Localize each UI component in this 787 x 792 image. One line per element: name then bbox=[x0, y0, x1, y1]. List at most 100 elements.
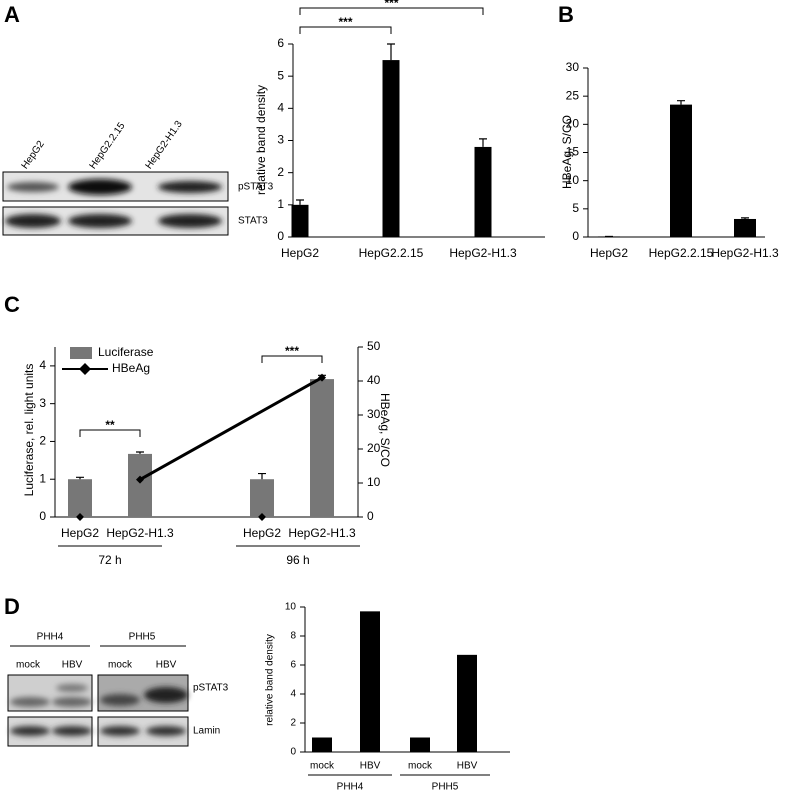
x-tick-label: mock bbox=[310, 761, 335, 772]
group-label: 96 h bbox=[286, 553, 309, 567]
x-tick-label: HepG2-H1.3 bbox=[449, 246, 517, 260]
point bbox=[76, 513, 84, 521]
y-tick-label: 5 bbox=[277, 68, 284, 82]
bar bbox=[68, 479, 92, 517]
error-bar bbox=[677, 100, 685, 105]
y2-tick-label: 30 bbox=[367, 407, 381, 421]
band bbox=[100, 726, 140, 736]
x-tick-label: HepG2 bbox=[590, 246, 628, 260]
lane-label: HepG2 bbox=[20, 139, 47, 172]
y-tick-label: 2 bbox=[39, 434, 46, 448]
error-bar bbox=[296, 199, 304, 205]
x-tick-label: HBV bbox=[360, 761, 381, 772]
group-label: PHH4 bbox=[337, 782, 364, 792]
group-label: PHH5 bbox=[129, 632, 156, 643]
y2-tick-label: 20 bbox=[367, 441, 381, 455]
y-tick-label: 0 bbox=[572, 229, 579, 243]
y-tick-label: 10 bbox=[566, 173, 580, 187]
y-tick-label: 15 bbox=[566, 145, 580, 159]
y2-tick-label: 0 bbox=[367, 509, 374, 523]
band bbox=[100, 694, 140, 706]
y-tick-label: 1 bbox=[277, 197, 284, 211]
band-label: pSTAT3 bbox=[193, 683, 229, 694]
error-bar bbox=[258, 472, 266, 480]
y-tick-label: 2 bbox=[290, 718, 296, 729]
x-tick-label: HepG2.2.15 bbox=[649, 246, 714, 260]
legend-label: Luciferase bbox=[98, 345, 154, 359]
y2-tick-label: 50 bbox=[367, 339, 381, 353]
y-tick-label: 4 bbox=[277, 101, 284, 115]
bar bbox=[734, 218, 756, 237]
blot-a: HepG2 HepG2.2.15 HepG2-H1.3 pSTAT3 STAT3 bbox=[2, 119, 274, 236]
series-line bbox=[139, 376, 323, 481]
band bbox=[158, 214, 222, 228]
y-axis-label: relative band density bbox=[265, 634, 276, 726]
panel-letter: D bbox=[4, 594, 20, 619]
y-tick-label: 30 bbox=[566, 60, 580, 74]
blot-d: PHH4 mock HBV PHH5 mock HBV pSTAT3 Lamin bbox=[7, 632, 229, 747]
x-tick-label: HepG2.2.15 bbox=[359, 246, 424, 260]
y-axis-label: Luciferase, rel. light units bbox=[22, 364, 36, 497]
error-bar bbox=[76, 476, 84, 480]
y-tick-label: 4 bbox=[39, 358, 46, 372]
y2-axis-label: HBeAg, S/CO bbox=[378, 393, 392, 467]
lane-label: HepG2.2.15 bbox=[88, 120, 128, 171]
y-tick-label: 1 bbox=[39, 471, 46, 485]
lane-label: mock bbox=[108, 660, 133, 671]
y-tick-label: 5 bbox=[572, 201, 579, 215]
band bbox=[7, 182, 59, 192]
significance-label: *** bbox=[384, 0, 398, 10]
y-tick-label: 0 bbox=[277, 229, 284, 243]
significance-bracket bbox=[79, 429, 141, 437]
band-label: pSTAT3 bbox=[238, 182, 274, 193]
error-bar bbox=[387, 43, 395, 61]
y-axis-label: relative band density bbox=[254, 85, 268, 195]
y-tick-label: 6 bbox=[277, 36, 284, 50]
bar bbox=[291, 204, 309, 237]
y-axis-label: HBeAg, S/CO bbox=[560, 115, 574, 189]
legend-swatch bbox=[70, 347, 92, 359]
y-tick-label: 8 bbox=[290, 631, 296, 642]
panel-letter: A bbox=[4, 2, 20, 27]
y-tick-label: 0 bbox=[290, 747, 296, 758]
group-label: 72 h bbox=[98, 553, 121, 567]
bar bbox=[410, 737, 430, 752]
x-tick-label: HepG2-H1.3 bbox=[106, 526, 174, 540]
bar bbox=[670, 104, 692, 237]
legend-label: HBeAg bbox=[112, 361, 150, 375]
band bbox=[56, 684, 88, 692]
band bbox=[144, 687, 188, 703]
y-tick-label: 3 bbox=[277, 133, 284, 147]
x-tick-label: HepG2-H1.3 bbox=[711, 246, 779, 260]
bar bbox=[382, 60, 400, 238]
x-tick-label: HBV bbox=[457, 761, 478, 772]
y2-tick-label: 10 bbox=[367, 475, 381, 489]
lane-label: HepG2-H1.3 bbox=[144, 119, 185, 172]
significance-label: *** bbox=[338, 15, 352, 29]
lane-label: HBV bbox=[62, 660, 83, 671]
error-bar bbox=[479, 138, 487, 147]
significance-bracket bbox=[261, 355, 323, 363]
point bbox=[258, 513, 266, 521]
significance-bracket bbox=[299, 7, 484, 15]
x-tick-label: HepG2 bbox=[281, 246, 319, 260]
point bbox=[136, 475, 144, 484]
bar bbox=[310, 379, 334, 517]
band-label: STAT3 bbox=[238, 216, 268, 227]
y-tick-label: 25 bbox=[566, 88, 580, 102]
group-label: PHH5 bbox=[432, 782, 459, 792]
band-label: Lamin bbox=[193, 726, 220, 737]
y-tick-label: 0 bbox=[39, 509, 46, 523]
panel-letter: B bbox=[558, 2, 574, 27]
error-bar bbox=[136, 451, 144, 454]
legend-marker bbox=[79, 363, 91, 375]
band bbox=[158, 181, 222, 193]
bar bbox=[457, 654, 477, 752]
y-tick-label: 6 bbox=[290, 660, 296, 671]
y-tick-label: 20 bbox=[566, 117, 580, 131]
y-tick-label: 3 bbox=[39, 396, 46, 410]
error-bar bbox=[741, 217, 749, 219]
bar bbox=[474, 146, 492, 237]
band bbox=[68, 214, 132, 228]
